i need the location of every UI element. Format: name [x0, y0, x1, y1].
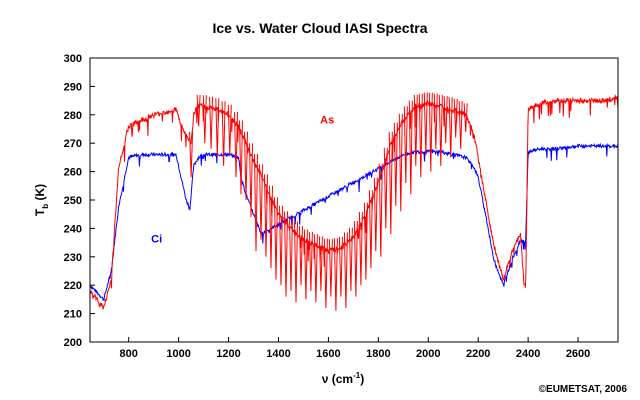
- absorption-notch: [279, 205, 283, 286]
- absorption-notch: [313, 234, 318, 303]
- absorption-notch: [202, 95, 207, 144]
- x-tick-label: 1000: [166, 348, 190, 360]
- series-label-ci: Ci: [151, 234, 162, 246]
- series-line-as: [90, 94, 618, 311]
- absorption-notch: [448, 97, 453, 158]
- absorption-notch: [299, 226, 303, 286]
- absorption-notch: [227, 104, 232, 155]
- absorption-notch: [353, 220, 358, 297]
- absorption-notch: [308, 231, 313, 291]
- plot-area: [90, 58, 618, 342]
- absorption-notch: [453, 98, 458, 138]
- absorption-notch: [413, 94, 418, 166]
- absorption-notch: [289, 216, 293, 291]
- y-axis-label-unit: (K): [33, 184, 47, 204]
- y-axis-label-subscript: b: [41, 204, 50, 209]
- y-tick-label: 240: [64, 223, 82, 235]
- x-tick-label: 1800: [366, 348, 390, 360]
- series-labels: Ci As: [151, 114, 334, 245]
- x-axis-label: ν (cm-1): [322, 371, 364, 386]
- x-tick-label: 2200: [466, 348, 490, 360]
- chart-title: Ice vs. Water Cloud IASI Spectra: [213, 20, 428, 36]
- absorption-notch: [378, 163, 383, 257]
- y-tick-label: 220: [64, 280, 82, 292]
- absorption-notch: [438, 94, 443, 166]
- absorption-notch: [215, 98, 220, 158]
- y-tick-label: 260: [64, 167, 82, 179]
- absorption-notch: [264, 174, 268, 257]
- series-line-ci: [90, 142, 618, 302]
- absorption-notch: [333, 238, 338, 311]
- absorption-notch: [338, 236, 343, 297]
- absorption-notch: [284, 211, 288, 297]
- absorption-notch: [408, 100, 413, 195]
- absorption-notch: [196, 94, 201, 127]
- absorption-notch: [423, 92, 428, 155]
- copyright-credit: ©EUMETSAT, 2006: [539, 384, 628, 395]
- absorption-notch: [303, 229, 308, 300]
- absorption-notch: [433, 93, 438, 149]
- x-tick-label: 800: [120, 348, 138, 360]
- y-tick-label: 300: [64, 53, 82, 65]
- absorption-notch: [294, 221, 298, 303]
- x-axis-label-text: ν (cm: [322, 372, 353, 386]
- absorption-notch: [343, 232, 348, 308]
- absorption-notch: [388, 131, 393, 235]
- y-tick-label: 200: [64, 337, 82, 349]
- x-tick-label: 2400: [516, 348, 540, 360]
- absorption-notch: [403, 106, 408, 184]
- absorption-notch: [363, 202, 368, 280]
- x-tick-label: 1600: [316, 348, 340, 360]
- absorption-notch: [189, 131, 194, 178]
- absorption-notch: [373, 177, 378, 252]
- absorption-notch: [239, 120, 243, 195]
- absorption-notch: [428, 92, 433, 172]
- y-axis: 200 210 220 230 240 250 260 270 280 290 300: [64, 53, 95, 349]
- y-tick-label: 210: [64, 309, 82, 321]
- x-tick-label: 2000: [416, 348, 440, 360]
- absorption-notch: [443, 96, 448, 144]
- absorption-notch: [358, 211, 363, 286]
- absorption-notch: [458, 101, 463, 149]
- absorption-notch: [383, 147, 388, 229]
- absorption-notch: [323, 238, 328, 308]
- y-tick-label: 280: [64, 110, 82, 122]
- y-axis-label-text: T: [33, 208, 47, 216]
- absorption-notch: [259, 164, 263, 240]
- absorption-notch: [254, 153, 258, 252]
- x-tick-label: 1400: [266, 348, 290, 360]
- series-layer: [90, 92, 618, 311]
- absorption-notch: [398, 113, 403, 212]
- absorption-notch: [463, 103, 468, 132]
- absorption-notch: [209, 96, 214, 149]
- x-tick-label: 1200: [216, 348, 240, 360]
- absorption-notch: [221, 101, 226, 166]
- absorption-notch: [328, 239, 333, 297]
- y-tick-label: 250: [64, 195, 82, 207]
- x-axis-label-close: ): [360, 372, 364, 386]
- x-axis-label-exponent: -1: [353, 371, 361, 380]
- x-axis: 800 1000 1200 1400 1600 1800 2000 2200 2400 2600: [120, 337, 590, 360]
- y-axis-label: Tb (K): [33, 184, 50, 216]
- absorption-notch: [368, 190, 373, 269]
- y-tick-label: 270: [64, 138, 82, 150]
- y-tick-label: 290: [64, 81, 82, 93]
- y-tick-label: 230: [64, 252, 82, 264]
- absorption-notch: [348, 227, 353, 291]
- absorption-notch: [418, 93, 423, 178]
- absorption-notch: [249, 143, 253, 218]
- x-tick-label: 2600: [566, 348, 590, 360]
- series-label-as: As: [320, 114, 334, 126]
- absorption-notch: [393, 122, 398, 206]
- absorption-notch: [269, 185, 273, 269]
- absorption-notch: [274, 197, 278, 280]
- absorption-notch: [234, 111, 238, 178]
- absorption-notch: [244, 131, 248, 201]
- absorption-notch: [318, 236, 323, 291]
